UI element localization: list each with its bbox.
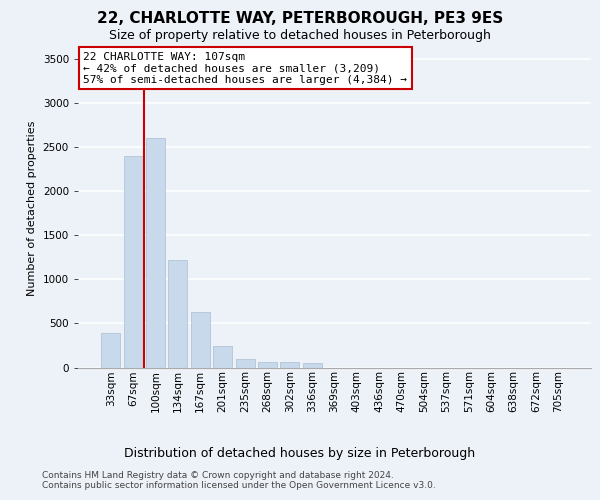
Bar — [191, 312, 210, 368]
Text: 22 CHARLOTTE WAY: 107sqm
← 42% of detached houses are smaller (3,209)
57% of sem: 22 CHARLOTTE WAY: 107sqm ← 42% of detach… — [83, 52, 407, 85]
Bar — [236, 358, 254, 368]
Bar — [169, 260, 187, 368]
Bar — [124, 156, 143, 368]
Text: 22, CHARLOTTE WAY, PETERBOROUGH, PE3 9ES: 22, CHARLOTTE WAY, PETERBOROUGH, PE3 9ES — [97, 11, 503, 26]
Y-axis label: Number of detached properties: Number of detached properties — [27, 121, 37, 296]
Bar — [101, 333, 121, 368]
Text: Size of property relative to detached houses in Peterborough: Size of property relative to detached ho… — [109, 29, 491, 42]
Text: Distribution of detached houses by size in Peterborough: Distribution of detached houses by size … — [124, 448, 476, 460]
Bar — [280, 362, 299, 368]
Bar — [258, 362, 277, 368]
Bar — [302, 362, 322, 368]
Bar — [213, 346, 232, 368]
Text: Contains HM Land Registry data © Crown copyright and database right 2024.
Contai: Contains HM Land Registry data © Crown c… — [42, 471, 436, 490]
Bar — [146, 138, 165, 368]
